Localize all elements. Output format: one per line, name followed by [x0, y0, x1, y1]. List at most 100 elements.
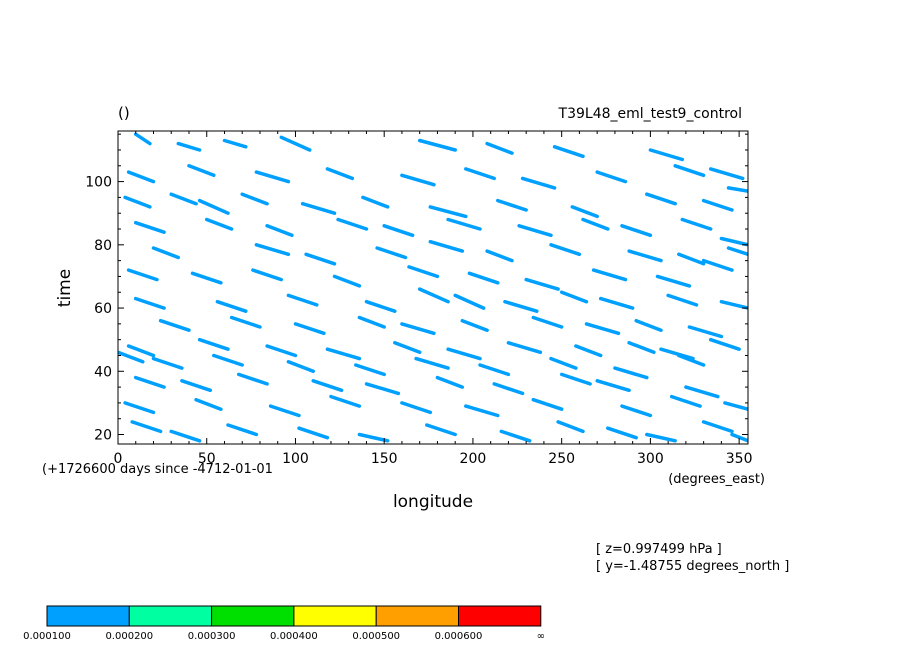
title-left: () [118, 104, 130, 122]
field-streak [723, 401, 748, 411]
field-streak [719, 236, 748, 247]
field-streak [446, 347, 482, 361]
field-streak [428, 205, 468, 219]
field-streak [552, 145, 585, 159]
field-streak [531, 315, 564, 329]
y-tick-label: 60 [94, 301, 112, 317]
field-streak [517, 224, 553, 238]
field-streak [417, 287, 450, 304]
y-tick-label: 80 [94, 238, 112, 254]
x-axis-ticks: 0 50 100 150 200 250 300 350 [114, 131, 752, 467]
x-tick-label: 150 [371, 451, 398, 467]
field-streak [325, 167, 355, 181]
field-streak [130, 420, 163, 434]
field-streak [133, 296, 166, 310]
field-streak [687, 325, 724, 339]
field-streak [524, 277, 560, 291]
field-streak [240, 192, 269, 206]
field-streak [229, 315, 262, 329]
field-streak [726, 186, 748, 193]
field-streak [701, 198, 734, 212]
field-streak [598, 296, 635, 310]
field-streak [606, 426, 638, 440]
field-streak [414, 356, 450, 370]
x-tick-label: 300 [637, 451, 664, 467]
field-streak [293, 322, 326, 336]
field-streak [485, 141, 514, 155]
field-streak [279, 135, 312, 152]
field-streak [726, 246, 748, 257]
field-streak [620, 224, 653, 238]
field-streak [126, 344, 156, 358]
field-streak [212, 353, 244, 367]
field-streak [645, 432, 677, 443]
field-streak [304, 252, 337, 266]
field-streak [453, 293, 486, 310]
field-streak [591, 268, 628, 282]
field-streak [684, 385, 720, 399]
field-streak [496, 198, 528, 212]
field-streak [123, 195, 152, 209]
field-streak [595, 379, 631, 393]
field-streak [364, 299, 397, 313]
field-streak [215, 299, 248, 313]
field-streak [204, 217, 234, 231]
field-streak [549, 356, 578, 370]
field-streak [581, 217, 610, 231]
field-streak [400, 322, 436, 336]
field-streak [467, 271, 500, 285]
field-streak [197, 337, 230, 351]
field-streak [417, 138, 457, 152]
field-streak [286, 293, 319, 307]
field-streak [464, 167, 496, 181]
field-streak [336, 217, 369, 231]
field-streak [549, 243, 582, 257]
y-tick-label: 40 [94, 364, 112, 380]
field-streak [520, 176, 557, 190]
colorbar-swatch [293, 605, 377, 627]
colorbar: 0.000100 0.000200 0.000300 0.000400 0.000500… [23, 605, 545, 642]
field-streak [627, 249, 663, 263]
field-streak [180, 379, 213, 393]
field-streak [151, 356, 184, 370]
field-streak [169, 192, 198, 206]
field-streak [677, 252, 706, 266]
field-streak [503, 299, 539, 313]
field-streak [236, 372, 269, 386]
field-streak [126, 170, 156, 184]
field-streak [226, 423, 259, 437]
field-streak [197, 198, 230, 215]
field-streak [254, 243, 291, 257]
field-streak [645, 192, 677, 206]
field-streak [265, 344, 298, 358]
field-streak [286, 360, 315, 374]
field-streak [400, 173, 436, 187]
field-streak [251, 268, 284, 282]
field-streak [584, 322, 621, 336]
field-streak [673, 164, 706, 178]
y-tick-label: 20 [94, 428, 112, 444]
x-tick-label: 50 [198, 451, 216, 467]
colorbar-swatch [46, 605, 130, 627]
colorbar-label: 0.000200 [105, 631, 153, 642]
field-streak [719, 299, 748, 310]
field-streak [265, 224, 294, 238]
colorbar-swatch [211, 605, 295, 627]
field-streak [176, 141, 202, 152]
y-axis-ticks: 20 40 60 80 100 [85, 133, 748, 444]
field-streak [620, 404, 653, 418]
field-streak [730, 432, 748, 443]
field-streak [300, 201, 337, 215]
field-streak [382, 224, 415, 238]
field-streak [428, 239, 465, 253]
field-streak [634, 318, 663, 332]
field-streak [435, 375, 465, 389]
field-streak [311, 379, 344, 393]
colorbar-label: 0.000600 [435, 631, 483, 642]
colorbar-label: 0.000400 [270, 631, 318, 642]
field-streak [357, 315, 386, 329]
field-streak [425, 423, 457, 437]
field-streak [361, 195, 390, 209]
field-streak [375, 246, 408, 260]
field-streak [708, 337, 741, 351]
